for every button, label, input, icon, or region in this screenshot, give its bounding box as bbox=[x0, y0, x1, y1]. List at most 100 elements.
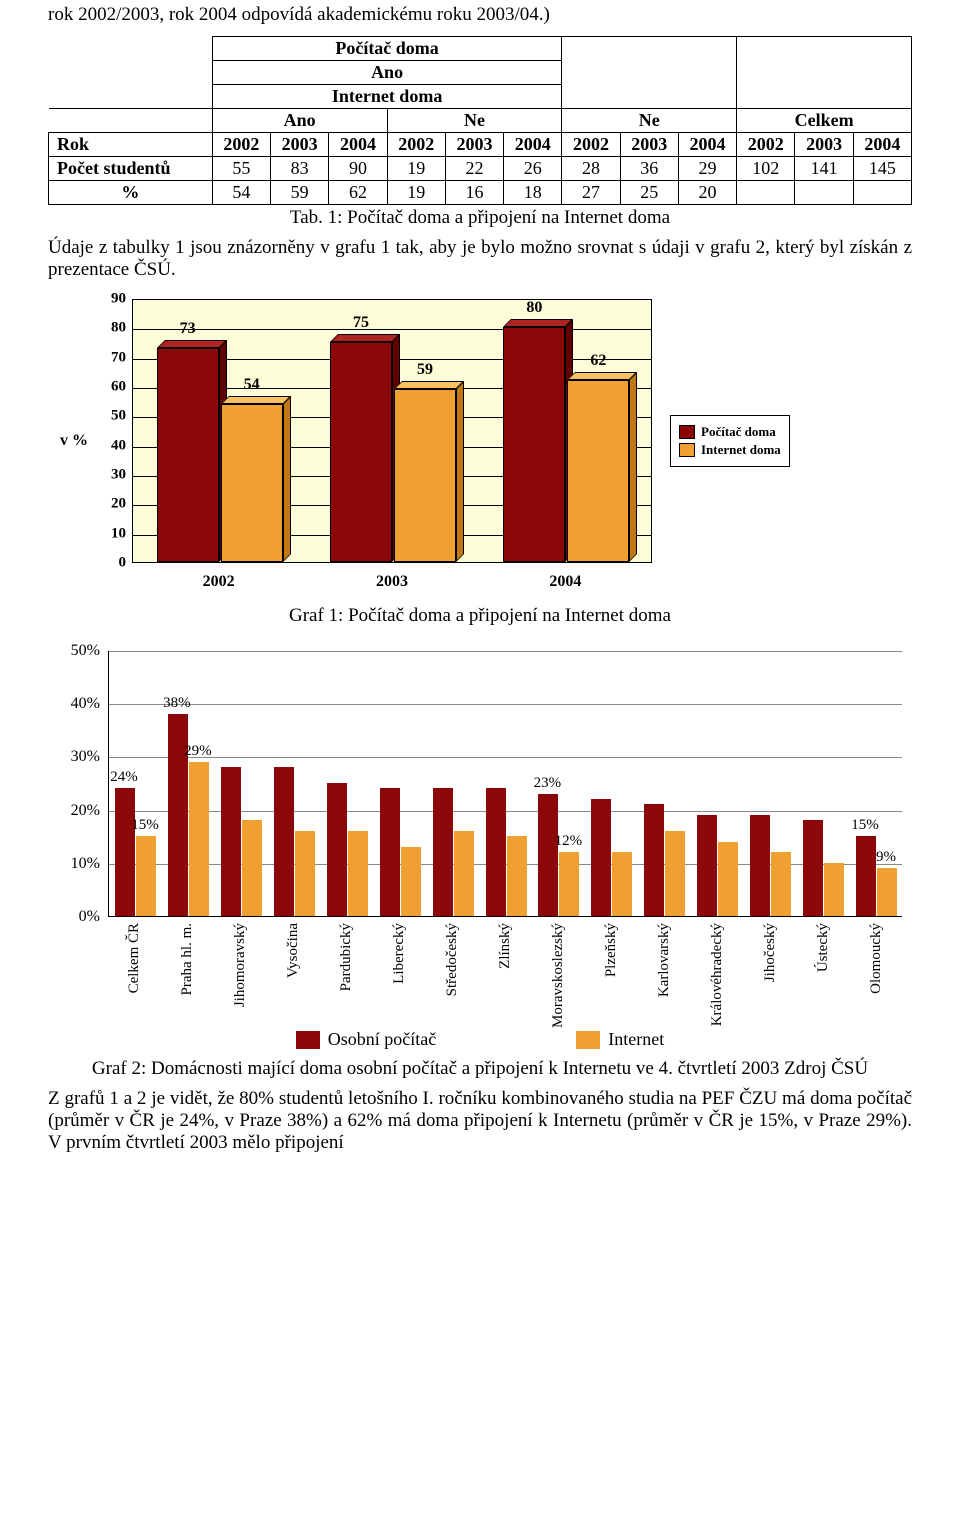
chart2-datalabel: 23% bbox=[534, 775, 562, 792]
cell-year: 2003 bbox=[620, 133, 678, 157]
chart2-datalabel: 15% bbox=[131, 817, 159, 834]
chart1-xtick: 2002 bbox=[203, 573, 235, 591]
chart2-bar bbox=[665, 831, 685, 916]
chart2-bar bbox=[718, 842, 738, 916]
cell: 141 bbox=[795, 157, 853, 181]
chart2-ytick: 10% bbox=[48, 855, 100, 873]
chart2-datalabel: 12% bbox=[555, 833, 583, 850]
legend2-label-pc: Osobní počítač bbox=[328, 1029, 436, 1050]
chart1-ytick: 80 bbox=[92, 320, 126, 337]
chart2-bar bbox=[877, 868, 897, 916]
chart1-datalabel: 59 bbox=[417, 361, 433, 379]
chart2-datalabel: 9% bbox=[876, 849, 896, 866]
chart2-bar bbox=[401, 847, 421, 916]
chart2-datalabel: 38% bbox=[163, 695, 191, 712]
chart1-xtick: 2003 bbox=[376, 573, 408, 591]
cell bbox=[853, 181, 911, 205]
legend-swatch-net bbox=[679, 443, 695, 457]
chart2-xtick: Moravskoslezský bbox=[550, 923, 567, 1028]
chart2-bar bbox=[559, 852, 579, 916]
chart2-bar bbox=[380, 788, 400, 916]
table-1: Počítač doma Ano Internet doma Ano Ne Ne… bbox=[48, 36, 912, 205]
chart-1: v % 73 54 75 59 bbox=[60, 291, 912, 591]
chart1-ytick: 90 bbox=[92, 291, 126, 308]
chart2-ytick: 20% bbox=[48, 802, 100, 820]
th-ano: Ano bbox=[212, 61, 562, 85]
legend2-swatch-pc bbox=[296, 1031, 320, 1049]
chart2-bar bbox=[644, 804, 664, 916]
chart2-bar bbox=[591, 799, 611, 916]
th-sub-ne: Ne bbox=[387, 109, 562, 133]
cell: 83 bbox=[271, 157, 329, 181]
chart2-legend: Osobní počítač Internet bbox=[48, 1029, 912, 1050]
cell-year: 2003 bbox=[445, 133, 503, 157]
chart1-ytick: 40 bbox=[92, 437, 126, 454]
row-pocet: Počet studentů bbox=[49, 157, 213, 181]
cell: 54 bbox=[212, 181, 270, 205]
paragraph-2: Z grafů 1 a 2 je vidět, že 80% studentů … bbox=[48, 1088, 912, 1154]
chart2-xtick: Jihomoravský bbox=[232, 923, 249, 1007]
chart1-ytick: 70 bbox=[92, 349, 126, 366]
table-1-caption: Tab. 1: Počítač doma a připojení na Inte… bbox=[48, 207, 912, 229]
cell-year: 2002 bbox=[562, 133, 620, 157]
cell: 62 bbox=[329, 181, 387, 205]
chart2-bar bbox=[507, 836, 527, 916]
th-sub-ano: Ano bbox=[212, 109, 387, 133]
chart2-bar bbox=[824, 863, 844, 916]
chart2-xtick: Středočeský bbox=[444, 923, 461, 996]
chart2-bar bbox=[115, 788, 135, 916]
chart2-ytick: 50% bbox=[48, 642, 100, 660]
cell bbox=[795, 181, 853, 205]
th-celkem: Celkem bbox=[737, 109, 912, 133]
chart2-xtick: Plzeňský bbox=[603, 923, 620, 977]
cell: 16 bbox=[445, 181, 503, 205]
cell: 19 bbox=[387, 181, 445, 205]
chart1-ytick: 30 bbox=[92, 467, 126, 484]
cell: 145 bbox=[853, 157, 911, 181]
chart2-xtick: Jihočeský bbox=[762, 923, 779, 982]
cell: 20 bbox=[678, 181, 736, 205]
chart2-datalabel: 29% bbox=[184, 743, 212, 760]
chart2-bar bbox=[803, 820, 823, 916]
chart2-datalabel: 24% bbox=[110, 769, 138, 786]
legend-label-pc: Počítač doma bbox=[701, 424, 776, 440]
cell-year: 2002 bbox=[737, 133, 795, 157]
cell: 18 bbox=[504, 181, 562, 205]
cell: 29 bbox=[678, 157, 736, 181]
cell-year: 2002 bbox=[212, 133, 270, 157]
paragraph-1: Údaje z tabulky 1 jsou znázorněny v graf… bbox=[48, 237, 912, 281]
chart1-datalabel: 73 bbox=[180, 320, 196, 338]
cell-year: 2004 bbox=[504, 133, 562, 157]
cell: 28 bbox=[562, 157, 620, 181]
cell bbox=[737, 181, 795, 205]
cell: 22 bbox=[445, 157, 503, 181]
cell: 27 bbox=[562, 181, 620, 205]
th-pocitac: Počítač doma bbox=[212, 37, 562, 61]
chart2-xtick: Královéhradecký bbox=[709, 923, 726, 1026]
chart1-ytick: 50 bbox=[92, 408, 126, 425]
cell: 36 bbox=[620, 157, 678, 181]
chart2-xtick: Ústecký bbox=[815, 923, 832, 972]
cell: 90 bbox=[329, 157, 387, 181]
cell-year: 2004 bbox=[678, 133, 736, 157]
legend2-swatch-net bbox=[576, 1031, 600, 1049]
chart2-bar bbox=[612, 852, 632, 916]
cell: 102 bbox=[737, 157, 795, 181]
cell-year: 2002 bbox=[387, 133, 445, 157]
chart1-legend: Počítač doma Internet doma bbox=[670, 415, 790, 467]
chart-2: 0%10%20%30%40%50%Celkem ČRPraha hl. m.Ji… bbox=[48, 645, 908, 1025]
chart1-ytick: 0 bbox=[92, 555, 126, 572]
chart2-xtick: Olomoucký bbox=[868, 923, 885, 994]
chart1-ytick: 10 bbox=[92, 525, 126, 542]
chart2-ytick: 40% bbox=[48, 695, 100, 713]
cell: 25 bbox=[620, 181, 678, 205]
chart2-bar bbox=[856, 836, 876, 916]
chart2-xtick: Liberecký bbox=[391, 923, 408, 984]
chart1-xtick: 2004 bbox=[549, 573, 581, 591]
cell: 26 bbox=[504, 157, 562, 181]
chart2-bar bbox=[486, 788, 506, 916]
chart1-datalabel: 62 bbox=[590, 352, 606, 370]
chart1-ytick: 20 bbox=[92, 496, 126, 513]
chart2-bar bbox=[454, 831, 474, 916]
chart1-datalabel: 80 bbox=[526, 299, 542, 317]
